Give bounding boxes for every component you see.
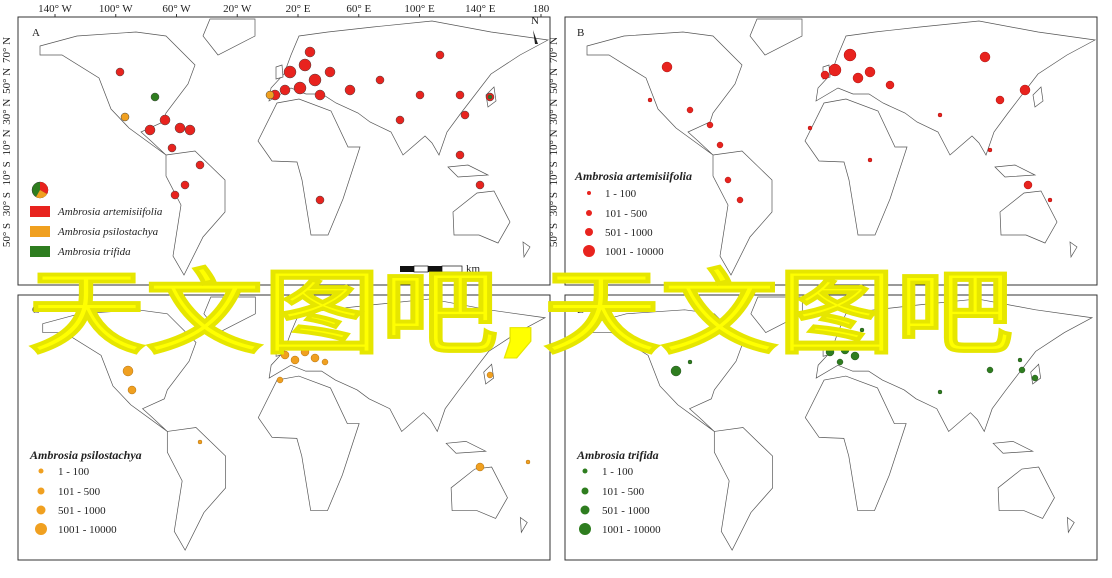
north-label: N <box>531 15 539 27</box>
longitude-label: 20° E <box>286 3 311 15</box>
panel-letter: A <box>32 27 40 39</box>
panel-letter: C <box>32 304 39 316</box>
latitude-label: 30° N <box>1 99 13 125</box>
watermark: 天文图吧,天文图吧 <box>28 260 1013 367</box>
legend: Ambrosia trifida 1 - 100 101 - 500 501 -… <box>576 448 661 536</box>
panel-letter: B <box>577 27 584 39</box>
scale-bar: km <box>400 263 481 275</box>
legend-label: 1 - 100 <box>605 188 637 200</box>
legend-label: 1001 - 10000 <box>58 524 117 536</box>
legend-label: 101 - 500 <box>58 486 101 498</box>
legend-label: Ambrosia trifida <box>57 246 131 258</box>
legend-label: 1001 - 10000 <box>602 524 661 536</box>
latitude-label: 10° S <box>1 161 13 185</box>
legend: Ambrosia artemisiifolia Ambrosia psilost… <box>30 181 163 258</box>
graticule-labels: 140° W 100° W 60° W 20° W 20° E 60° E 100° E 14… <box>1 3 560 247</box>
latitude-label: 50° S <box>548 223 560 247</box>
north-arrow: N <box>531 15 539 44</box>
occurrence-points <box>670 327 1039 395</box>
latitude-label: 30° N <box>548 99 560 125</box>
latitude-label: 10° N <box>1 129 13 155</box>
latitude-label: 10° S <box>548 161 560 185</box>
latitude-label: 30° S <box>1 192 13 216</box>
longitude-label: 60° W <box>162 3 191 15</box>
latitude-label: 50° S <box>1 223 13 247</box>
latitude-label: 50° N <box>1 68 13 94</box>
legend-label: 501 - 1000 <box>605 227 653 239</box>
longitude-label: 20° W <box>223 3 252 15</box>
occurrence-points <box>122 347 531 472</box>
longitude-label: 140° W <box>38 3 72 15</box>
longitude-label: 180 <box>533 3 550 15</box>
panel-a: A N km Ambrosia artemisiifolia Ambrosia … <box>17 15 551 286</box>
latitude-label: 50° N <box>548 68 560 94</box>
legend: Ambrosia artemisiifolia 1 - 100 101 - 50… <box>574 169 692 258</box>
legend-label: 501 - 1000 <box>602 505 650 517</box>
occurrence-points <box>120 90 275 122</box>
panel-c: C Ambrosia psilostachya 1 - 100 101 - 50… <box>17 294 551 561</box>
latitude-label: 70° N <box>548 37 560 63</box>
legend-label: Ambrosia artemisiifolia <box>57 206 163 218</box>
latitude-label: 70° N <box>1 37 13 63</box>
legend-label: 1 - 100 <box>58 466 90 478</box>
legend-label: 1001 - 10000 <box>605 246 664 258</box>
legend-label: Ambrosia psilostachya <box>57 226 159 238</box>
legend-title: Ambrosia psilostachya <box>29 448 142 462</box>
panel-letter: D <box>577 304 585 316</box>
longitude-label: 100° E <box>404 3 435 15</box>
panel-d: D Ambrosia trifida 1 - 100 101 - 500 501… <box>564 294 1098 561</box>
longitude-label: 100° W <box>99 3 133 15</box>
legend-label: 1 - 100 <box>602 466 634 478</box>
legend-title: Ambrosia trifida <box>576 448 659 462</box>
occurrence-points <box>647 48 1053 204</box>
legend-label: 501 - 1000 <box>58 505 106 517</box>
legend: Ambrosia psilostachya 1 - 100 101 - 500 … <box>29 448 142 536</box>
latitude-label: 30° S <box>548 192 560 216</box>
panel-b: B Ambrosia artemisiifolia 1 - 100 101 - … <box>564 16 1098 286</box>
latitude-label: 10° N <box>548 129 560 155</box>
occurrence-points <box>150 92 493 102</box>
longitude-label: 60° E <box>346 3 371 15</box>
scale-unit: km <box>466 263 481 275</box>
longitude-label: 140° E <box>465 3 496 15</box>
legend-label: 101 - 500 <box>602 486 645 498</box>
legend-title: Ambrosia artemisiifolia <box>574 169 692 183</box>
legend-label: 101 - 500 <box>605 208 648 220</box>
